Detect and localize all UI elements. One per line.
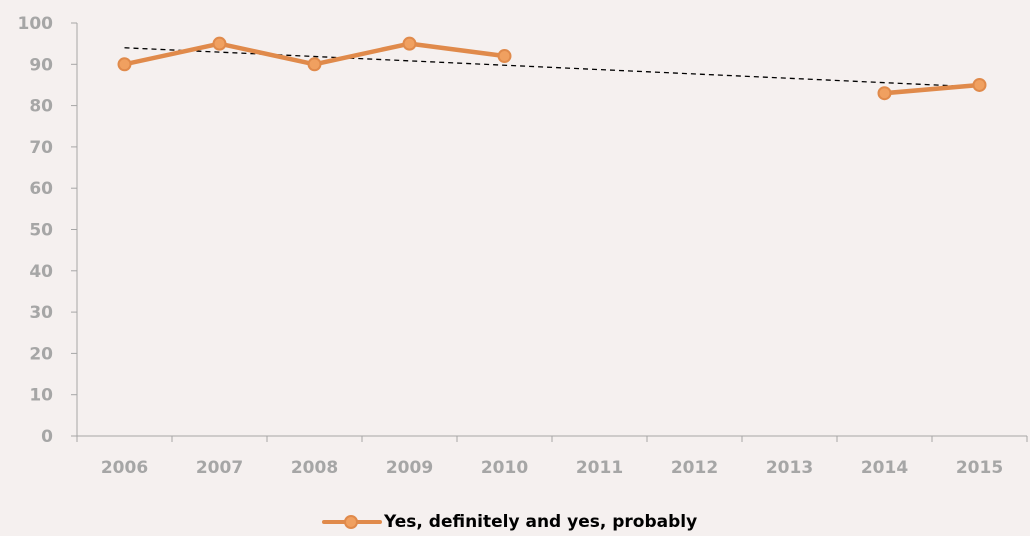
data-point <box>402 36 417 51</box>
x-tick-label: 2011 <box>576 458 623 478</box>
y-tick-label: 50 <box>29 221 53 241</box>
series-layer <box>117 36 987 101</box>
x-tick-label: 2015 <box>956 458 1003 478</box>
x-tick-label: 2013 <box>766 458 813 478</box>
x-tick-label: 2009 <box>386 458 433 478</box>
y-axis: 0 10 20 30 40 50 60 70 80 90 100 <box>18 14 78 447</box>
y-tick-label: 10 <box>29 386 53 406</box>
x-tick-label: 2006 <box>101 458 148 478</box>
data-point <box>972 77 987 92</box>
trendline <box>124 47 980 88</box>
x-axis: 2006 2007 2008 2009 2010 2011 2012 2013 2014 2015 <box>76 435 1028 478</box>
legend-marker-icon <box>344 515 358 529</box>
data-point <box>307 57 322 72</box>
x-tick-label: 2007 <box>196 458 243 478</box>
trendline-layer <box>124 47 980 88</box>
data-point <box>877 86 892 101</box>
y-tick-label: 30 <box>29 303 53 323</box>
data-point <box>497 49 512 64</box>
y-tick-label: 0 <box>41 427 53 447</box>
y-tick-label: 80 <box>29 97 53 117</box>
x-tick-label: 2008 <box>291 458 338 478</box>
legend-label: Yes, definitely and yes, probably <box>384 512 698 532</box>
x-tick-label: 2014 <box>861 458 908 478</box>
data-point <box>212 36 227 51</box>
y-tick-label: 60 <box>29 179 53 199</box>
y-tick-label: 20 <box>29 344 53 364</box>
y-tick-label: 40 <box>29 262 53 282</box>
y-tick-label: 70 <box>29 138 53 158</box>
legend-swatch <box>322 514 382 530</box>
x-tick-label: 2012 <box>671 458 718 478</box>
x-tick-label: 2010 <box>481 458 528 478</box>
data-point <box>117 57 132 72</box>
legend: Yes, definitely and yes, probably <box>322 510 697 534</box>
series-line <box>882 82 982 96</box>
y-tick-label: 90 <box>29 55 53 75</box>
y-tick-label: 100 <box>18 14 54 34</box>
